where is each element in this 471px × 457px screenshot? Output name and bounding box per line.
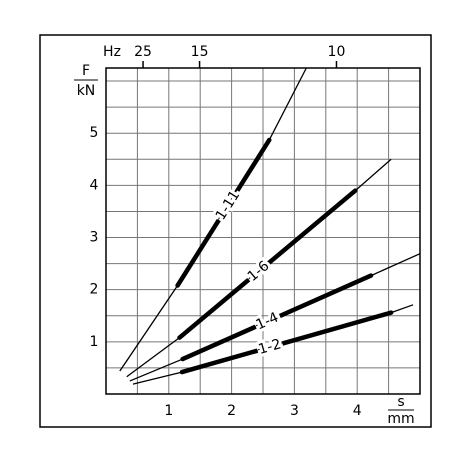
top-tick-label: 10 xyxy=(328,44,346,60)
series-label: 1-2 xyxy=(257,336,283,358)
y-tick-label: 2 xyxy=(90,282,99,298)
y-tick-label: 3 xyxy=(90,230,99,246)
y-tick-label: 1 xyxy=(90,334,99,350)
operating-range xyxy=(180,273,374,362)
top-tick-label: 25 xyxy=(134,44,152,60)
x-label-bottom: mm xyxy=(387,411,414,427)
y-label-top: F xyxy=(82,63,90,79)
curve xyxy=(119,67,307,372)
operating-range xyxy=(175,137,272,288)
operating-range xyxy=(179,310,394,375)
top-axis-label: Hz xyxy=(103,44,121,60)
y-label-bottom: kN xyxy=(77,83,96,99)
x-tick-label: 2 xyxy=(227,403,236,419)
top-tick-label: 15 xyxy=(191,44,209,60)
plot-border xyxy=(105,67,421,395)
y-tick-label: 5 xyxy=(90,125,99,141)
y-tick-label: 4 xyxy=(90,177,99,193)
x-label-top: s xyxy=(397,394,404,410)
frame xyxy=(39,34,432,428)
x-tick-label: 3 xyxy=(290,403,299,419)
x-tick-label: 1 xyxy=(164,403,173,419)
series-label: 1-4 xyxy=(254,310,281,334)
series-label: 1-11 xyxy=(213,188,243,223)
x-tick-label: 4 xyxy=(353,403,362,419)
operating-range xyxy=(177,188,358,340)
